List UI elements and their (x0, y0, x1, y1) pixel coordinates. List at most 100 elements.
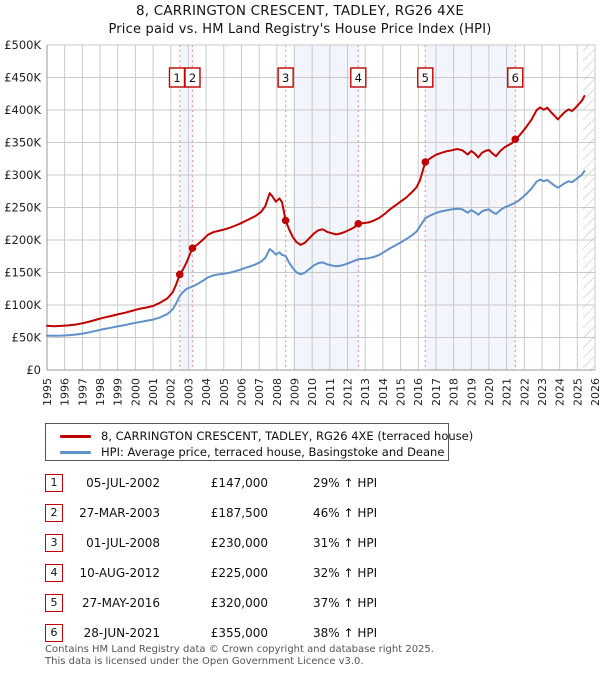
x-tick-label: 2018 (448, 378, 461, 406)
sale-marker-number: 4 (355, 71, 362, 85)
sale-marker-box (184, 67, 201, 88)
sale-marker-box (350, 67, 367, 88)
sale-price: £187,500 (210, 506, 268, 520)
x-tick-label: 1998 (94, 378, 107, 406)
y-tick-label: £100K (4, 298, 41, 312)
sale-number-badge: 4 (45, 564, 63, 582)
legend-swatch-red-line (60, 435, 91, 438)
x-tick-label: 2013 (359, 378, 372, 406)
x-tick-label: 2009 (288, 378, 301, 406)
x-tick-label: 2017 (430, 378, 443, 406)
sale-marker-box (417, 67, 434, 88)
x-tick-label: 2011 (324, 378, 337, 406)
chart-legend: 8, CARRINGTON CRESCENT, TADLEY, RG26 4XE… (45, 423, 473, 461)
x-tick-label: 2023 (536, 378, 549, 406)
table-row: 5 27-MAY-2016 £320,000 37% ↑ HPI (0, 594, 600, 613)
sale-point-dot (188, 244, 197, 252)
sale-point-dot (281, 216, 290, 225)
page-title: 8, CARRINGTON CRESCENT, TADLEY, RG26 4XE… (0, 3, 600, 38)
sale-date: 27-MAY-2016 (81, 596, 160, 610)
x-tick-label: 2000 (129, 378, 142, 406)
x-tick-label: 2012 (342, 378, 355, 406)
sale-price: £355,000 (210, 626, 268, 640)
x-tick-label: 2024 (554, 378, 567, 406)
footer-line-copyright: Contains HM Land Registry data © Crown c… (45, 644, 434, 655)
sale-number-badge: 2 (45, 504, 63, 522)
sale-marker-number: 2 (189, 71, 196, 85)
sale-marker-number: 3 (282, 71, 289, 85)
x-tick-label: 1996 (59, 378, 72, 406)
sale-point-dot (175, 270, 184, 279)
sale-marker-box (277, 67, 294, 88)
legend-row-hpi: HPI: Average price, terraced house, Basi… (46, 444, 448, 461)
x-tick-label: 2022 (518, 378, 531, 406)
sale-hpi-delta: 38% ↑ HPI (313, 626, 378, 640)
y-tick-label: £350K (4, 136, 41, 150)
footer-line-licence: This data is licensed under the Open Gov… (45, 655, 364, 667)
hpi-line (46, 170, 586, 337)
x-tick-label: 1997 (76, 378, 89, 406)
sale-marker-number: 5 (422, 71, 429, 85)
sale-point-dot (421, 158, 430, 166)
x-tick-label: 2003 (182, 378, 195, 406)
x-tick-label: 2010 (306, 378, 319, 406)
sale-price: £230,000 (210, 536, 268, 550)
x-tick-label: 2007 (253, 378, 266, 406)
sale-price: £320,000 (210, 596, 268, 610)
y-tick-label: £200K (4, 233, 41, 247)
x-tick-label: 2001 (147, 378, 160, 406)
sale-marker-number: 6 (512, 71, 519, 85)
y-tick-label: £500K (4, 38, 41, 52)
table-row: 3 01-JUL-2008 £230,000 31% ↑ HPI (0, 534, 600, 553)
y-tick-label: £0 (26, 363, 41, 377)
y-tick-label: £300K (4, 168, 41, 182)
x-tick-label: 2008 (271, 378, 284, 406)
sale-hpi-delta: 31% ↑ HPI (313, 536, 378, 550)
sale-hpi-delta: 32% ↑ HPI (313, 566, 378, 580)
x-tick-label: 2025 (571, 378, 584, 406)
sale-number-badge: 3 (45, 534, 63, 552)
table-row: 4 10-AUG-2012 £225,000 32% ↑ HPI (0, 564, 600, 583)
sale-price: £225,000 (210, 566, 268, 580)
sale-marker-number: 1 (173, 71, 180, 85)
sale-date: 01-JUL-2008 (86, 536, 160, 550)
sale-number-badge: 5 (45, 594, 63, 612)
sale-hpi-delta: 29% ↑ HPI (313, 476, 378, 490)
y-tick-label: £450K (4, 71, 41, 85)
x-tick-label: 1999 (112, 378, 125, 406)
sale-point-dot (354, 219, 363, 228)
x-tick-label: 2015 (395, 378, 408, 406)
legend-swatch-blue-line (60, 451, 91, 454)
sale-marker-box (507, 67, 524, 88)
sale-date: 05-JUL-2002 (86, 476, 160, 490)
x-tick-label: 2021 (501, 378, 514, 406)
x-tick-label: 2014 (377, 378, 390, 406)
footer-licence: Contains HM Land Registry data © Crown c… (45, 644, 434, 667)
sale-number-badge: 1 (45, 474, 63, 492)
price-chart: 1 2 3 4 5 6 £0 £50K £100K £150K £200K £250K £300K £35… (4, 38, 600, 406)
x-tick-label: 2026 (589, 378, 600, 406)
future-hatch-region (582, 45, 595, 370)
sale-hpi-delta: 46% ↑ HPI (313, 506, 378, 520)
sale-point-dot (511, 135, 520, 144)
x-tick-label: 2002 (165, 378, 178, 406)
x-tick-label: 2006 (235, 378, 248, 406)
sale-date: 28-JUN-2021 (83, 626, 160, 640)
y-tick-label: £150K (4, 266, 41, 280)
y-tick-label: £50K (12, 331, 42, 345)
sale-price: £147,000 (210, 476, 268, 490)
legend-row-property: 8, CARRINGTON CRESCENT, TADLEY, RG26 4XE… (46, 428, 473, 445)
page-title-address: 8, CARRINGTON CRESCENT, TADLEY, RG26 4XE (135, 3, 465, 19)
sale-number-badge: 6 (45, 624, 63, 642)
table-row: 1 05-JUL-2002 £147,000 29% ↑ HPI (0, 474, 600, 493)
table-row: 2 27-MAR-2003 £187,500 46% ↑ HPI (0, 504, 600, 523)
y-tick-label: £400K (4, 103, 41, 117)
x-tick-label: 2020 (483, 378, 496, 406)
x-tick-label: 2004 (200, 378, 213, 406)
sale-hpi-delta: 37% ↑ HPI (313, 596, 378, 610)
legend-label-property: 8, CARRINGTON CRESCENT, TADLEY, RG26 4XE… (101, 429, 474, 443)
table-row: 6 28-JUN-2021 £355,000 38% ↑ HPI (0, 624, 600, 643)
x-tick-label: 1995 (41, 378, 54, 406)
sale-date: 27-MAR-2003 (79, 506, 160, 520)
